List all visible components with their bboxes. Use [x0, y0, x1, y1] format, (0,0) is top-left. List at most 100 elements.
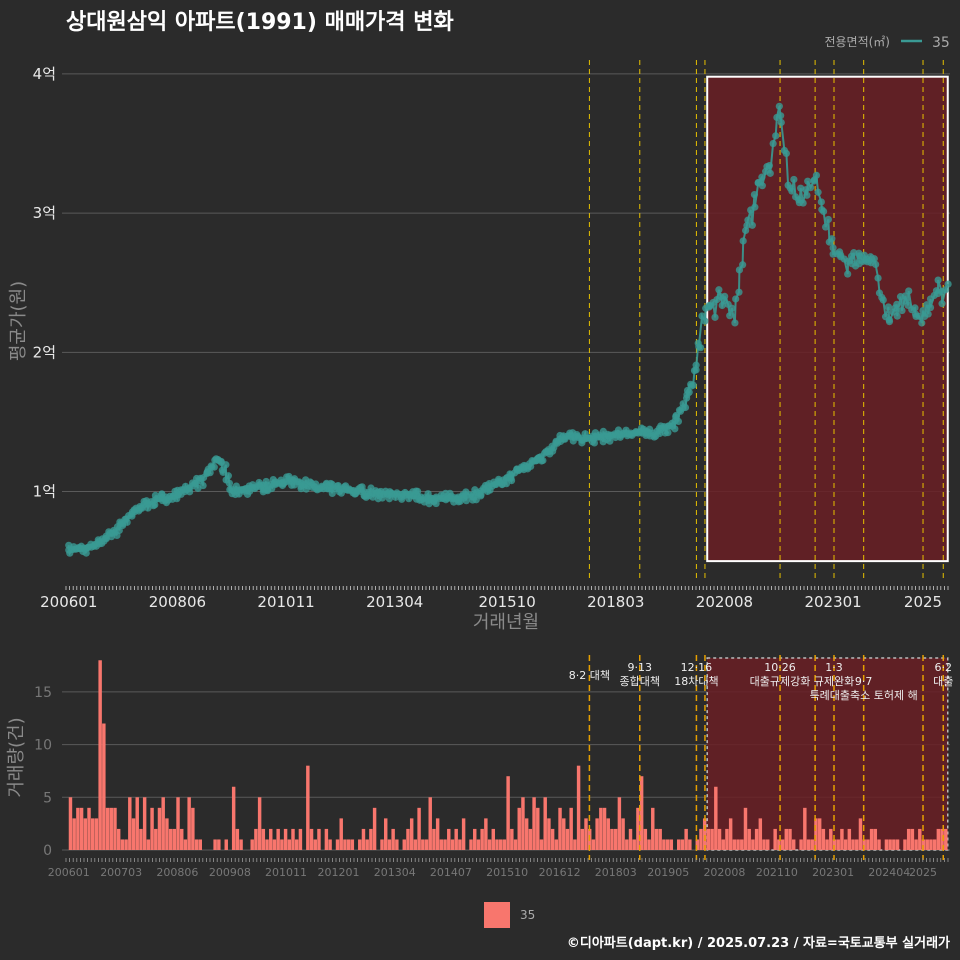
volume-bar — [150, 807, 154, 850]
volume-bar — [754, 828, 759, 850]
volume-bar — [632, 839, 636, 850]
volume-bar — [269, 828, 273, 850]
volume-bar — [784, 828, 789, 850]
volume-bar — [921, 839, 926, 850]
volume-x-tick-label: 201201 — [318, 866, 360, 879]
volume-bar — [172, 828, 177, 850]
volume-bar — [524, 818, 529, 850]
volume-x-tick-label: 200908 — [209, 866, 251, 879]
price-point — [661, 429, 669, 437]
volume-bar — [702, 818, 707, 850]
price-point — [701, 317, 709, 325]
policy-label: 18차대책 — [674, 675, 718, 688]
volume-bar — [469, 839, 473, 850]
volume-bar — [157, 807, 162, 850]
price-point — [650, 433, 658, 441]
volume-bar — [895, 839, 900, 850]
policy-label: 8·2 대책 — [569, 669, 610, 682]
volume-bar — [573, 839, 577, 850]
price-point — [432, 499, 440, 508]
price-point — [844, 270, 852, 278]
volume-bar — [743, 807, 748, 850]
volume-bar — [736, 839, 740, 850]
policy-label: 10·26 — [764, 661, 796, 674]
price-point — [872, 260, 880, 269]
volume-bar — [161, 797, 165, 850]
volume-bar — [710, 828, 714, 850]
policy-label: 6·2 — [935, 661, 953, 674]
volume-bar — [135, 797, 139, 850]
volume-bar — [90, 818, 95, 850]
volume-bar — [669, 839, 674, 850]
volume-bar — [925, 839, 929, 850]
volume-bar — [265, 839, 269, 850]
volume-bar — [261, 828, 266, 850]
policy-label: 특례대출축소 토허제 해 — [810, 688, 918, 702]
volume-bar — [339, 818, 343, 850]
price-x-tick-label: 201304 — [366, 593, 423, 611]
volume-bar — [380, 839, 384, 850]
volume-bar — [758, 818, 763, 850]
volume-bar — [929, 839, 933, 850]
volume-bar — [606, 818, 610, 850]
price-point — [884, 303, 893, 311]
volume-bar — [276, 828, 280, 850]
volume-bar — [554, 839, 559, 850]
volume-bar — [287, 839, 292, 850]
volume-bar — [521, 797, 525, 850]
volume-bar — [365, 839, 369, 850]
price-point — [743, 221, 751, 230]
volume-bar — [291, 828, 295, 850]
volume-bar — [231, 786, 236, 850]
price-point — [924, 310, 932, 318]
price-x-tick-label: 201510 — [478, 593, 535, 611]
price-point — [728, 304, 736, 312]
volume-bar — [502, 839, 507, 850]
price-point — [775, 102, 783, 110]
price-point — [414, 487, 422, 495]
price-point — [777, 112, 785, 120]
volume-bar — [539, 839, 544, 850]
volume-bar — [680, 839, 685, 850]
volume-bar — [817, 818, 822, 850]
volume-bar — [699, 828, 703, 850]
volume-bar — [814, 818, 818, 850]
volume-bar — [510, 828, 514, 850]
volume-bar — [484, 818, 488, 850]
volume-bar — [421, 839, 425, 850]
price-point — [782, 149, 790, 158]
volume-bar — [695, 839, 699, 850]
volume-x-tick-label: 202404 — [868, 866, 910, 879]
price-point — [748, 221, 756, 229]
volume-bar — [617, 797, 622, 850]
volume-x-tick-label: 202110 — [756, 866, 798, 879]
volume-bar — [766, 839, 770, 850]
volume-bar — [602, 807, 607, 850]
volume-bar — [732, 839, 737, 850]
price-point — [828, 235, 836, 243]
volume-bar — [903, 839, 907, 850]
price-point — [715, 286, 723, 294]
price-point — [824, 215, 832, 224]
price-point — [732, 295, 740, 303]
price-point — [758, 182, 766, 190]
price-point — [819, 207, 828, 216]
volume-bar — [461, 818, 466, 850]
price-point — [788, 187, 796, 195]
volume-bar — [721, 839, 725, 850]
price-point — [199, 481, 207, 490]
volume-bar — [869, 828, 874, 850]
volume-bar — [855, 839, 859, 850]
price-point — [695, 343, 703, 351]
price-point — [477, 491, 485, 499]
volume-legend-swatch — [484, 902, 510, 928]
price-point — [812, 171, 821, 179]
price-x-tick-label: 202301 — [804, 593, 861, 611]
volume-bar — [613, 828, 618, 850]
volume-bar — [168, 828, 173, 850]
volume-x-tick-label: 202008 — [703, 866, 745, 879]
volume-bar — [762, 839, 766, 850]
price-y-axis-title: 평균가(원) — [8, 281, 29, 361]
price-point — [799, 199, 807, 207]
volume-y-tick-label: 10 — [34, 738, 52, 754]
